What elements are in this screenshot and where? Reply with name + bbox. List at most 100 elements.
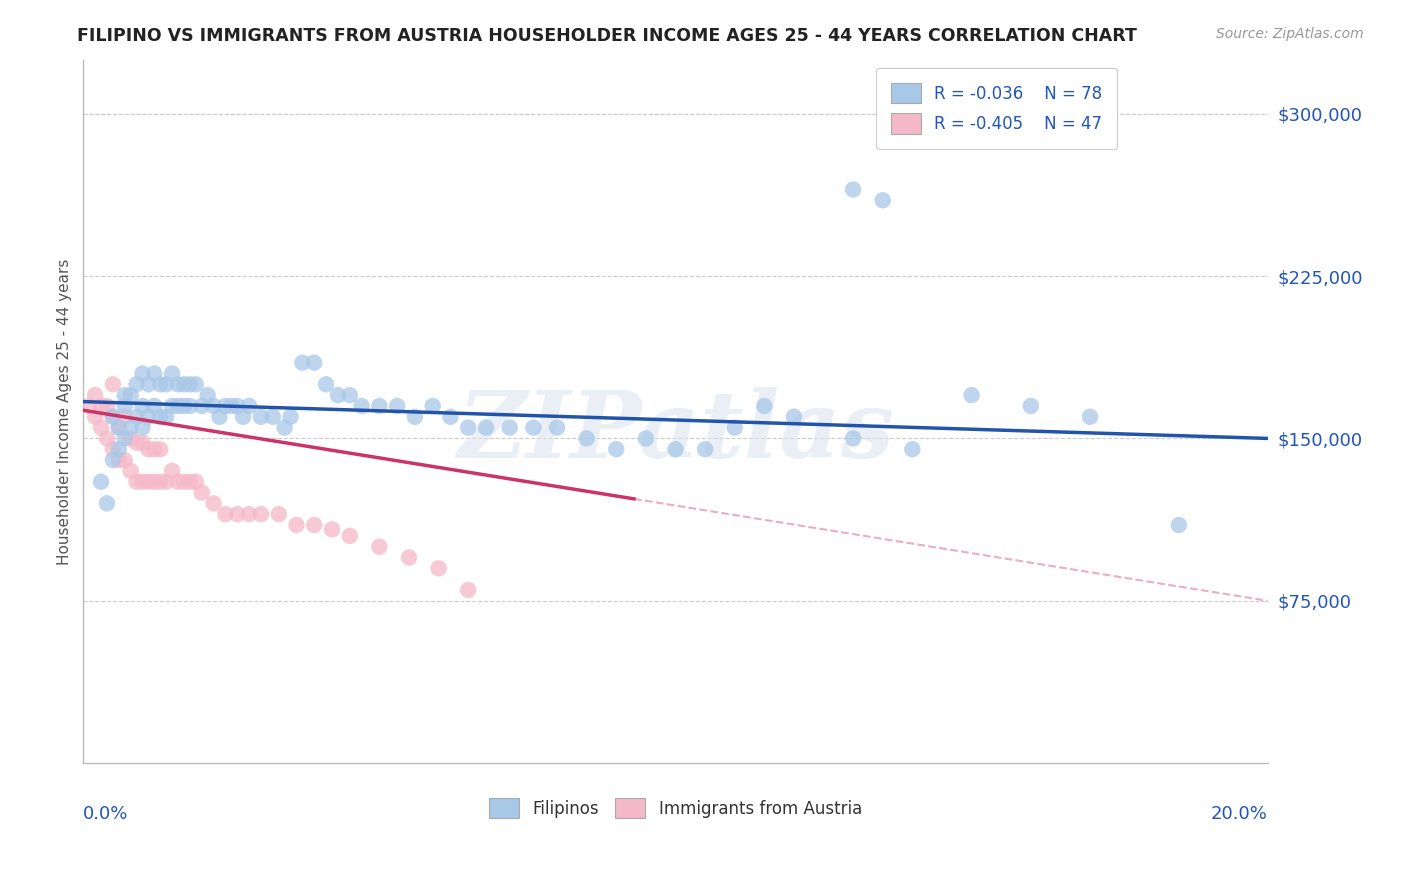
Point [214,399,236,413]
Point [138,442,160,457]
Point [368,399,391,413]
Point [125,475,148,489]
Point [250,507,273,521]
Point [179,377,201,392]
Point [143,475,166,489]
Point [634,432,657,446]
Point [754,399,776,413]
Point [226,399,249,413]
Point [125,409,148,424]
Point [120,420,142,434]
Point [101,409,124,424]
Point [120,432,142,446]
Point [901,442,924,457]
Point [131,399,153,413]
Point [101,442,124,457]
Point [96,399,118,413]
Point [149,377,172,392]
Point [155,377,177,392]
Point [179,475,201,489]
Point [138,475,160,489]
Point [173,377,195,392]
Point [138,409,160,424]
Point [267,507,290,521]
Point [546,420,568,434]
Point [143,442,166,457]
Point [398,550,420,565]
Point [1167,518,1189,533]
Point [221,399,243,413]
Point [262,409,284,424]
Point [226,507,249,521]
Point [138,377,160,392]
Point [214,507,236,521]
Point [385,399,408,413]
Point [238,507,260,521]
Point [1078,409,1101,424]
Point [143,399,166,413]
Point [439,409,461,424]
Point [167,475,190,489]
Point [350,399,373,413]
Point [280,409,302,424]
Point [1019,399,1042,413]
Legend: Filipinos, Immigrants from Austria: Filipinos, Immigrants from Austria [482,791,869,825]
Point [693,442,716,457]
Point [108,442,131,457]
Point [160,464,183,478]
Point [232,409,254,424]
Point [167,377,190,392]
Point [90,399,112,413]
Point [173,399,195,413]
Point [101,377,124,392]
Point [160,399,183,413]
Point [108,453,131,467]
Point [108,420,131,434]
Point [202,496,225,510]
Point [114,432,136,446]
Point [155,475,177,489]
Text: Source: ZipAtlas.com: Source: ZipAtlas.com [1216,27,1364,41]
Point [422,399,444,413]
Point [84,388,107,402]
Point [315,377,337,392]
Point [238,399,260,413]
Point [120,464,142,478]
Point [605,442,627,457]
Point [155,409,177,424]
Point [125,435,148,450]
Point [291,356,314,370]
Point [184,377,207,392]
Point [339,388,361,402]
Point [114,453,136,467]
Point [190,399,212,413]
Text: 20.0%: 20.0% [1211,805,1268,823]
Text: 0.0%: 0.0% [83,805,129,823]
Point [664,442,686,457]
Point [90,420,112,434]
Point [184,475,207,489]
Point [783,409,806,424]
Point [179,399,201,413]
Point [131,475,153,489]
Point [167,399,190,413]
Point [84,409,107,424]
Point [131,367,153,381]
Text: FILIPINO VS IMMIGRANTS FROM AUSTRIA HOUSEHOLDER INCOME AGES 25 - 44 YEARS CORREL: FILIPINO VS IMMIGRANTS FROM AUSTRIA HOUS… [77,27,1137,45]
Point [522,420,544,434]
Point [149,442,172,457]
Point [250,409,273,424]
Point [120,388,142,402]
Point [285,518,308,533]
Point [96,496,118,510]
Point [114,399,136,413]
Point [131,435,153,450]
Point [149,475,172,489]
Point [872,194,894,208]
Point [125,377,148,392]
Point [339,529,361,543]
Point [90,475,112,489]
Point [475,420,498,434]
Point [304,356,326,370]
Point [173,475,195,489]
